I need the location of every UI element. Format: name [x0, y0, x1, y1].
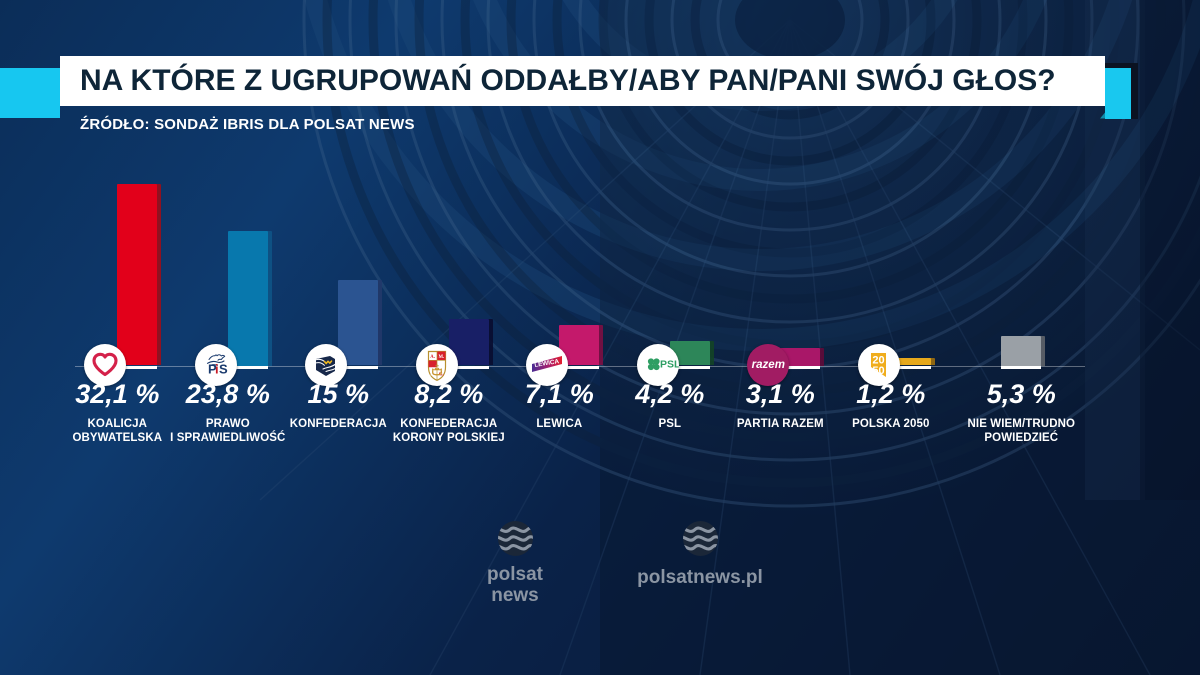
svg-text:M.: M.	[438, 355, 444, 360]
svg-text:A.: A.	[430, 355, 435, 360]
svg-text:PSL: PSL	[660, 359, 679, 371]
svg-text:S: S	[219, 362, 228, 377]
svg-text:50: 50	[872, 365, 884, 377]
